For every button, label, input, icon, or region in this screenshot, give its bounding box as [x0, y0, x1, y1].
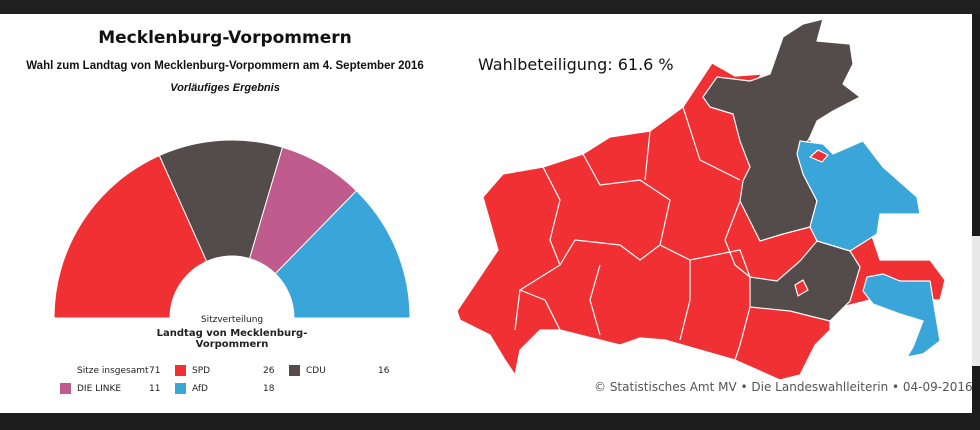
- legend-swatch-afd: [175, 383, 186, 394]
- seat-distribution-chart: [53, 139, 411, 319]
- legend-label-afd: AfD: [192, 384, 208, 394]
- map-region-cdu-north[interactable]: [702, 18, 861, 242]
- seat-slice-cdu[interactable]: [158, 139, 284, 263]
- legend-swatch-linke: [60, 383, 71, 394]
- district-borders: [514, 106, 751, 361]
- legend-label-spd: SPD: [192, 366, 211, 376]
- legend-total-label: Sitze insgesamt: [77, 366, 149, 376]
- copyright-credit: © Statistisches Amt MV • Die Landeswahll…: [594, 380, 973, 394]
- seat-slice-afd[interactable]: [274, 190, 411, 319]
- map-region-afd-south[interactable]: [862, 273, 941, 358]
- legend-total-value: 71: [149, 366, 161, 376]
- map-region-afd-north[interactable]: [796, 140, 921, 252]
- page-title: Mecklenburg-Vorpommern: [98, 28, 352, 48]
- seat-slice-spd[interactable]: [53, 154, 208, 319]
- legend-label-linke: DIE LINKE: [77, 384, 122, 394]
- chart-label: Sitzverteilung: [200, 315, 264, 325]
- map-region-spd-city[interactable]: [809, 149, 829, 163]
- bottom-bar: [0, 413, 980, 430]
- result-status: Vorläufiges Ergebnis: [170, 82, 280, 94]
- legend-value-linke: 11: [149, 384, 161, 394]
- legend-value-afd: 18: [263, 384, 275, 394]
- legend-swatch-spd: [175, 365, 186, 376]
- top-bar: [0, 0, 980, 14]
- chart-sublabel: Landtag von Mecklenburg-Vorpommern: [156, 328, 308, 350]
- scrollbar[interactable]: [972, 236, 980, 366]
- map-region-spd-city2[interactable]: [794, 279, 809, 297]
- legend-label-cdu: CDU: [306, 366, 326, 376]
- legend-value-cdu: 16: [378, 366, 390, 376]
- legend-swatch-cdu: [289, 365, 300, 376]
- legend-value-spd: 26: [263, 366, 275, 376]
- turnout-label: Wahlbeteiligung: 61.6 %: [478, 55, 674, 74]
- map-region-cdu-south[interactable]: [749, 240, 861, 322]
- election-subtitle: Wahl zum Landtag von Mecklenburg-Vorpomm…: [26, 60, 424, 72]
